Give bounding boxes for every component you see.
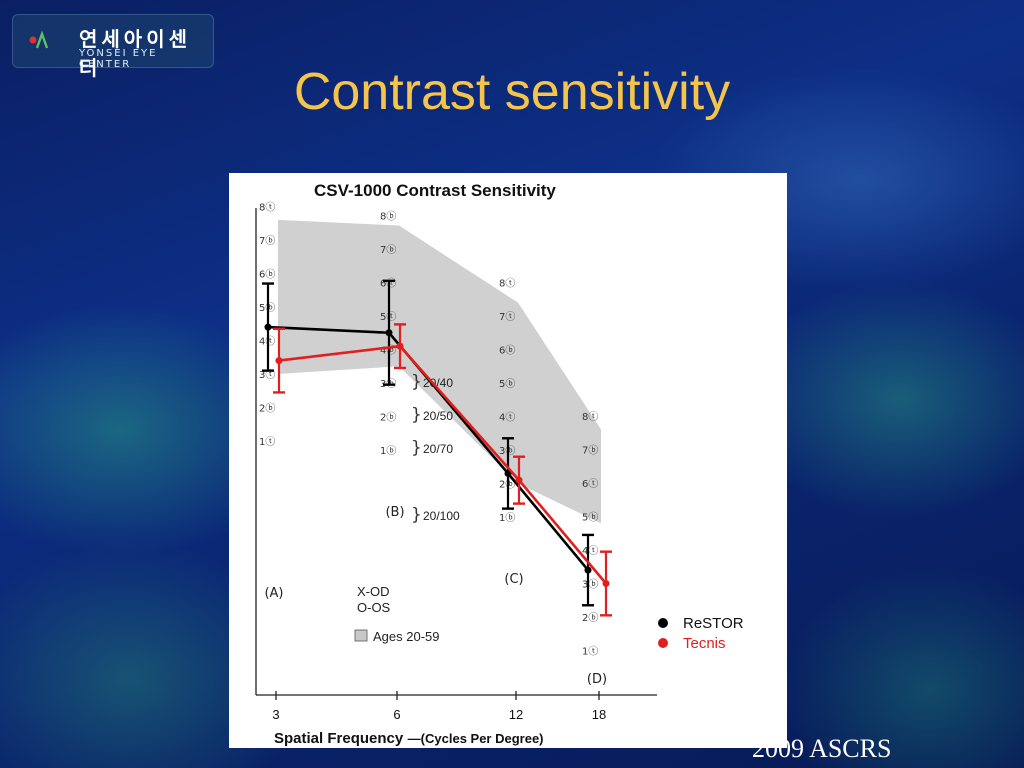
contrast-level-label: 8ⓣ [582, 411, 598, 423]
contrast-level-label: 8ⓑ [380, 211, 396, 223]
footer-credit: 2009 ASCRS [752, 734, 892, 763]
contrast-level-label: 8ⓣ [499, 278, 515, 290]
series-line-tecnis [278, 344, 607, 585]
contrast-level-label: 3ⓣ [259, 369, 275, 381]
x-tick-label: 12 [509, 707, 523, 722]
data-point [515, 476, 523, 484]
contrast-level-label: 1ⓑ [499, 512, 515, 524]
chart-figure: CSV-1000 Contrast Sensitivity 3 6 12 18 1ⓣ 2… [229, 173, 787, 748]
normal-band-label: Ages 20-59 [373, 629, 440, 644]
contrast-level-label: 7ⓣ [499, 311, 515, 323]
contrast-level-label: 4ⓣ [499, 412, 515, 424]
data-point [602, 580, 610, 587]
series-line-restor [267, 325, 590, 571]
acuity-brace: } [411, 505, 422, 525]
normal-range-band [278, 219, 601, 524]
legend-label: Tecnis [683, 635, 726, 652]
acuity-brace: } [411, 372, 422, 392]
contrast-level-label: 7ⓑ [259, 235, 275, 247]
legend-marker [658, 618, 668, 628]
column-letter: (A) [264, 586, 283, 601]
contrast-level-label: 2ⓑ [380, 412, 396, 424]
contrast-level-label: 6ⓑ [499, 345, 515, 357]
legend-marker [658, 638, 668, 648]
slide-title: Contrast sensitivity [293, 63, 731, 121]
acuity-brace: } [411, 405, 422, 425]
key-x-od: X-OD [357, 584, 390, 599]
logo-korean-text: 연세아이센터 [79, 27, 191, 80]
contrast-level-label: 3ⓑ [582, 579, 598, 591]
x-axis-label: Spatial Frequency —(Cycles Per Degree) [274, 730, 544, 747]
x-axis-label-main: Spatial Frequency [274, 730, 404, 747]
contrast-level-label: 1ⓣ [582, 646, 598, 658]
contrast-level-label: 5ⓑ [582, 512, 598, 524]
key-o-os: O-OS [357, 600, 391, 615]
yonsei-eye-center-logo: 연세아이센터 YONSEI EYE CENTER [12, 14, 214, 80]
data-point [396, 342, 404, 350]
contrast-level-label: 7ⓑ [582, 445, 598, 457]
acuity-label: 20/50 [423, 409, 453, 423]
column-letter: (B) [385, 505, 404, 520]
data-point [584, 566, 592, 574]
contrast-level-label: 6ⓑ [259, 269, 275, 281]
contrast-level-label: 7ⓑ [380, 244, 396, 256]
data-point [275, 357, 283, 365]
data-point [504, 469, 512, 477]
contrast-level-label: 1ⓣ [259, 436, 275, 448]
data-point [264, 323, 272, 331]
column-letter: (C) [504, 572, 523, 587]
contrast-sensitivity-chart: CSV-1000 Contrast Sensitivity 3 6 12 18 1ⓣ 2… [255, 181, 744, 747]
logo-english-text: YONSEI EYE CENTER [79, 48, 158, 70]
contrast-level-label: 8ⓣ [259, 202, 275, 214]
normal-band-swatch [354, 629, 368, 642]
eye-logo-icon [29, 30, 49, 49]
x-tick-label: 6 [393, 707, 400, 722]
contrast-level-label: 2ⓑ [582, 612, 598, 624]
x-tick-label: 18 [592, 707, 606, 722]
acuity-brace: } [411, 438, 422, 458]
chart-title: CSV-1000 Contrast Sensitivity [314, 181, 556, 200]
contrast-level-label: 4ⓣ [582, 545, 598, 557]
data-point [385, 329, 393, 337]
acuity-label: 20/70 [423, 442, 453, 456]
contrast-level-label: 5ⓑ [499, 378, 515, 390]
contrast-level-label: 1ⓑ [380, 445, 396, 457]
x-axis-label-units: —(Cycles Per Degree) [408, 731, 544, 746]
column-letter: (D) [587, 672, 607, 687]
legend-label: ReSTOR [683, 615, 744, 632]
x-tick-label: 3 [272, 707, 279, 722]
acuity-label: 20/100 [423, 509, 460, 523]
contrast-level-label: 6ⓣ [582, 478, 598, 490]
contrast-level-label: 2ⓑ [259, 403, 275, 415]
